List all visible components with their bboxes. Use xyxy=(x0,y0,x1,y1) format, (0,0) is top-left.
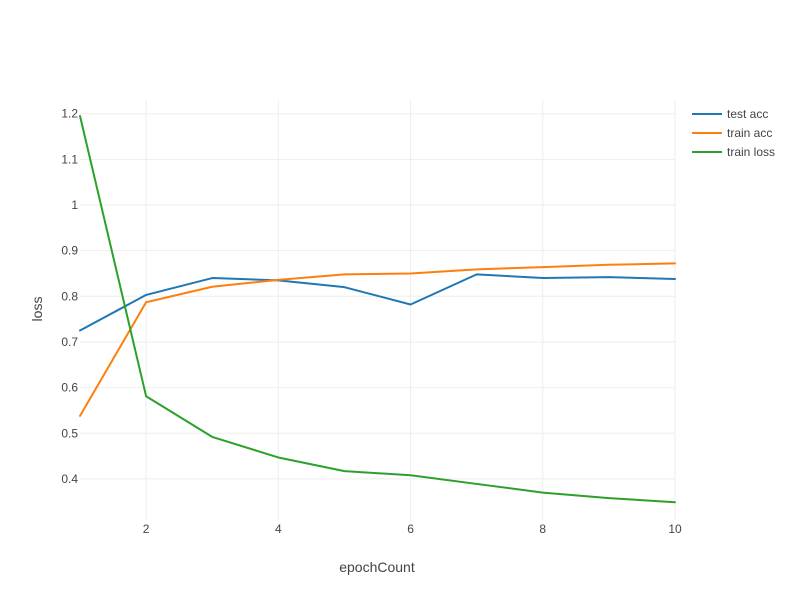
x-tick-label: 2 xyxy=(143,522,150,536)
x-tick-label: 6 xyxy=(407,522,414,536)
grid xyxy=(80,100,676,520)
series-lines xyxy=(79,114,676,504)
legend-label-train-loss: train loss xyxy=(727,145,775,159)
y-tick-label: 1.1 xyxy=(61,152,78,166)
y-tick-label: 0.4 xyxy=(61,472,78,486)
y-tick-label: 0.8 xyxy=(61,289,78,303)
y-axis-title: loss xyxy=(29,297,45,322)
y-tick-label: 1 xyxy=(71,198,78,212)
y-tick-label: 0.6 xyxy=(61,381,78,395)
x-tick-label: 10 xyxy=(668,522,682,536)
legend-label-test-acc: test acc xyxy=(727,107,768,121)
legend-label-train-acc: train acc xyxy=(727,126,772,140)
y-tick-label: 0.7 xyxy=(61,335,78,349)
series-line-test-acc xyxy=(79,273,676,332)
y-tick-label: 0.9 xyxy=(61,244,78,258)
series-line-train-acc xyxy=(79,262,676,417)
y-axis-ticks: 0.4 0.5 0.6 0.7 0.8 0.9 1 1.1 1.2 xyxy=(61,107,78,486)
y-tick-label: 0.5 xyxy=(61,426,78,440)
series-line-train-loss xyxy=(79,114,676,504)
y-tick-label: 1.2 xyxy=(61,107,78,121)
legend: test acc train acc train loss xyxy=(692,107,775,159)
x-axis-ticks: 2 4 6 8 10 xyxy=(143,522,682,536)
x-tick-label: 8 xyxy=(539,522,546,536)
x-tick-label: 4 xyxy=(275,522,282,536)
x-axis-title: epochCount xyxy=(339,559,415,575)
